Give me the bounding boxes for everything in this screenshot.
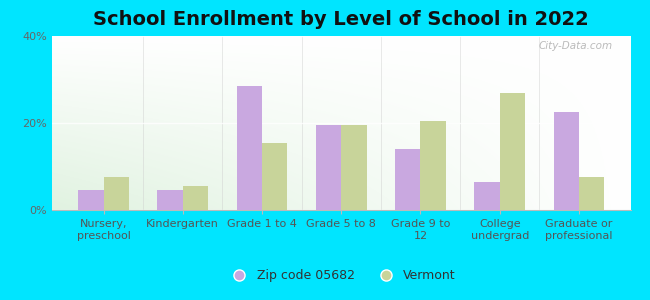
Bar	[474, 182, 500, 210]
Bar	[262, 142, 287, 210]
Text: City-Data.com: City-Data.com	[539, 41, 613, 51]
Bar	[554, 112, 579, 210]
Bar	[316, 125, 341, 210]
Bar	[341, 125, 367, 210]
Bar	[395, 149, 421, 210]
Bar	[421, 121, 446, 210]
Legend: Zip code 05682, Vermont: Zip code 05682, Vermont	[222, 264, 461, 287]
Title: School Enrollment by Level of School in 2022: School Enrollment by Level of School in …	[94, 10, 589, 29]
Bar	[183, 186, 208, 210]
Bar	[579, 177, 604, 210]
Bar	[500, 92, 525, 210]
Bar	[157, 190, 183, 210]
Bar	[103, 177, 129, 210]
Bar	[78, 190, 103, 210]
Bar	[237, 86, 262, 210]
